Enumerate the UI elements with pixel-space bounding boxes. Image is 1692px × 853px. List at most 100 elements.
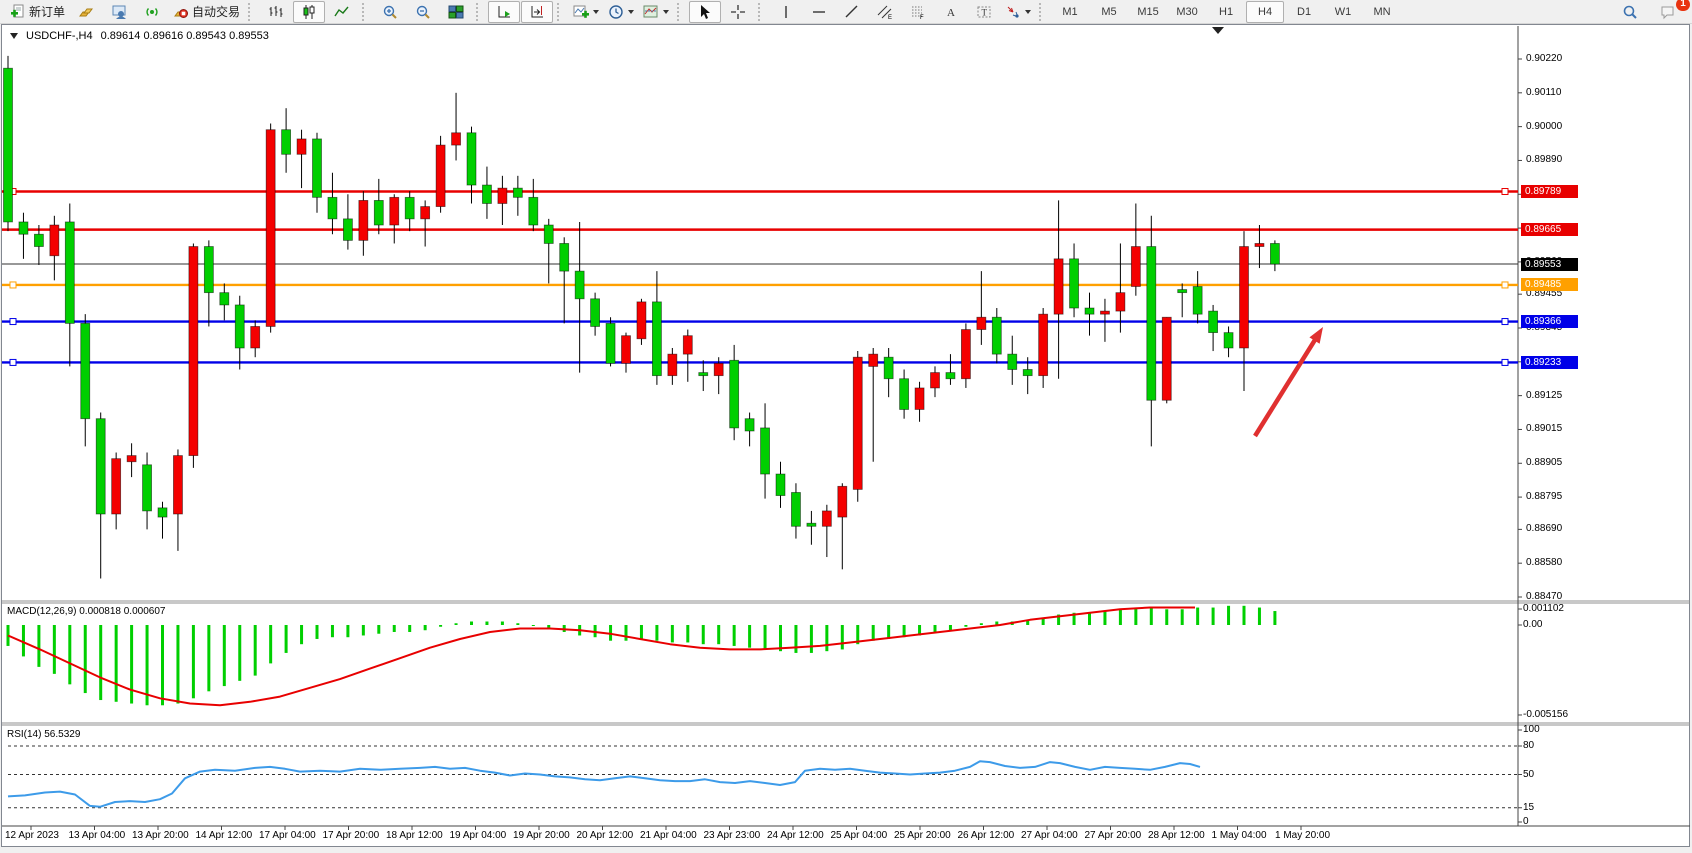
macd-histogram-bar bbox=[531, 625, 535, 626]
line-chart-button[interactable] bbox=[326, 1, 358, 23]
search-button[interactable] bbox=[1614, 1, 1646, 23]
macd-histogram-bar bbox=[1072, 612, 1076, 625]
macd-histogram-bar bbox=[794, 625, 798, 653]
chart-shift-button[interactable] bbox=[521, 0, 554, 23]
macd-histogram-bar bbox=[176, 625, 180, 704]
arrows-button[interactable] bbox=[1001, 1, 1035, 23]
timeframe-mn-button[interactable]: MN bbox=[1373, 5, 1391, 18]
macd-histogram-bar bbox=[269, 625, 273, 664]
vertical-line-button[interactable] bbox=[770, 1, 802, 23]
timeframe-h4-button[interactable]: H4 bbox=[1246, 0, 1285, 23]
candle-body bbox=[775, 473, 786, 496]
text-label-button[interactable]: T bbox=[968, 1, 1000, 23]
indicators-button[interactable] bbox=[569, 1, 603, 23]
macd-histogram-bar bbox=[918, 625, 922, 636]
candlestick-chart-button[interactable] bbox=[293, 0, 326, 23]
svg-text:T: T bbox=[982, 7, 988, 17]
trend-arrow-shaft[interactable] bbox=[1253, 335, 1319, 438]
macd-histogram-bar bbox=[408, 625, 412, 632]
line-handle[interactable] bbox=[1501, 358, 1509, 366]
candle-body bbox=[791, 492, 801, 527]
macd-histogram-bar bbox=[840, 625, 844, 650]
candle-body bbox=[682, 335, 693, 355]
text-button[interactable]: A bbox=[935, 1, 967, 23]
macd-histogram-bar bbox=[377, 625, 381, 634]
candle-body bbox=[203, 246, 214, 294]
candle-body bbox=[234, 304, 245, 349]
horizontal-line-button[interactable] bbox=[803, 1, 835, 23]
profile-button[interactable] bbox=[103, 1, 135, 23]
crosshair-button[interactable] bbox=[722, 1, 754, 23]
equidistant-channel-button[interactable]: E bbox=[869, 1, 901, 23]
bar-chart-button[interactable] bbox=[260, 1, 292, 23]
trendline-button[interactable] bbox=[836, 1, 868, 23]
candle-body bbox=[312, 138, 322, 198]
macd-histogram-bar bbox=[145, 625, 149, 706]
line-handle[interactable] bbox=[9, 358, 17, 366]
auto-trading-button[interactable]: 自动交易 bbox=[169, 1, 244, 23]
timeframe-d1-button[interactable]: D1 bbox=[1297, 5, 1312, 18]
text-icon: A bbox=[947, 7, 955, 19]
macd-histogram-bar bbox=[670, 625, 674, 643]
templates-button[interactable] bbox=[639, 1, 673, 23]
periods-button[interactable] bbox=[604, 1, 638, 23]
candle-body bbox=[914, 387, 925, 410]
tile-windows-button[interactable] bbox=[440, 1, 472, 23]
macd-histogram-bar bbox=[825, 625, 829, 652]
line-handle[interactable] bbox=[1501, 188, 1509, 196]
chat-bubble-icon bbox=[1661, 6, 1674, 19]
candle-body bbox=[497, 187, 508, 204]
macd-histogram-bar bbox=[68, 625, 72, 685]
auto-scroll-button[interactable] bbox=[488, 0, 521, 23]
candle-body bbox=[1084, 307, 1095, 315]
macd-histogram-bar bbox=[346, 625, 350, 638]
candle-body bbox=[188, 246, 199, 456]
candle-body bbox=[466, 132, 477, 186]
candle-body bbox=[265, 129, 276, 327]
line-handle[interactable] bbox=[9, 281, 17, 289]
notifications-button[interactable]: 1 bbox=[1652, 0, 1690, 23]
zoom-in-button[interactable] bbox=[374, 1, 406, 23]
macd-histogram-bar bbox=[547, 625, 551, 629]
line-handle[interactable] bbox=[1501, 318, 1509, 326]
timeframe-m1-button[interactable]: M1 bbox=[1062, 5, 1078, 18]
cursor-button[interactable] bbox=[689, 0, 722, 23]
macd-histogram-bar bbox=[1149, 607, 1153, 625]
macd-histogram-bar bbox=[948, 625, 952, 631]
macd-histogram-bar bbox=[1057, 614, 1061, 625]
timeframe-m15-button[interactable]: M15 bbox=[1137, 5, 1159, 18]
chart-shift-marker[interactable] bbox=[1212, 27, 1224, 34]
candle-body bbox=[1115, 292, 1126, 312]
candle-body bbox=[729, 359, 740, 429]
timeframe-m5-button[interactable]: M5 bbox=[1101, 5, 1117, 18]
line-handle[interactable] bbox=[1501, 281, 1509, 289]
toolbar-separator bbox=[248, 2, 254, 21]
new-order-button[interactable]: 新订单 bbox=[6, 1, 69, 23]
zoom-out-button[interactable] bbox=[407, 1, 439, 23]
timeframe-h1-button[interactable]: H1 bbox=[1219, 5, 1234, 18]
signals-button[interactable] bbox=[136, 1, 168, 23]
macd-histogram-bar bbox=[639, 625, 643, 639]
candle-body bbox=[868, 353, 879, 367]
trend-arrow-head[interactable] bbox=[1309, 327, 1323, 344]
bar-chart-icon bbox=[269, 5, 283, 17]
svg-text:E: E bbox=[888, 15, 892, 20]
macd-histogram-bar bbox=[979, 623, 983, 625]
dropdown-caret-icon bbox=[628, 9, 635, 14]
market-watch-button[interactable] bbox=[70, 1, 102, 23]
candlestick-chart-icon bbox=[303, 4, 315, 19]
candle-body bbox=[420, 206, 431, 220]
line-handle[interactable] bbox=[9, 318, 17, 326]
macd-signal-line bbox=[7, 606, 1195, 707]
timeframe-w1-button[interactable]: W1 bbox=[1334, 5, 1352, 18]
timeframe-m30-button[interactable]: M30 bbox=[1176, 5, 1198, 18]
dropdown-caret-icon bbox=[663, 9, 670, 14]
template-icon bbox=[643, 5, 658, 17]
macd-histogram-bar bbox=[1273, 611, 1277, 625]
macd-histogram-bar bbox=[423, 625, 427, 631]
fibonacci-button[interactable]: F bbox=[902, 1, 934, 23]
macd-histogram-bar bbox=[887, 625, 891, 639]
candle-body bbox=[1069, 258, 1079, 309]
